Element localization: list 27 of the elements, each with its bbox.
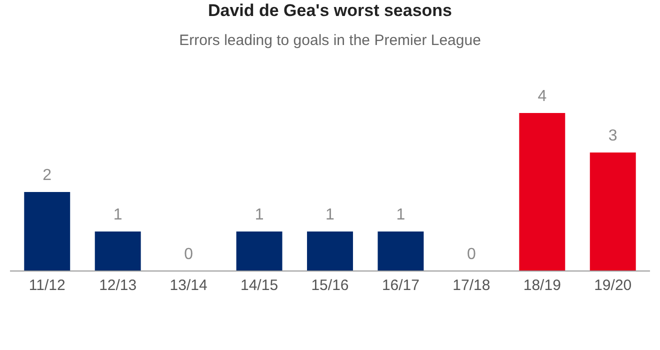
- x-tick-label: 17/18: [452, 277, 490, 294]
- x-tick-label: 11/12: [28, 277, 66, 294]
- bar: [236, 232, 282, 271]
- chart-title: David de Gea's worst seasons: [208, 1, 452, 20]
- data-label: 0: [466, 246, 476, 263]
- bar: [519, 113, 566, 271]
- bar: [378, 232, 424, 271]
- x-tick-label: 16/17: [382, 277, 420, 294]
- data-label: 1: [254, 206, 264, 224]
- bar: [590, 152, 636, 271]
- data-label: 1: [326, 206, 335, 224]
- data-label: 2: [42, 167, 52, 184]
- bar: [307, 232, 353, 271]
- data-label: 1: [396, 206, 406, 224]
- x-tick-label: 12/13: [99, 277, 137, 294]
- bar: [24, 192, 70, 271]
- x-tick-label: 13/14: [170, 277, 208, 294]
- bar: [94, 232, 141, 271]
- data-label: 1: [113, 206, 122, 224]
- chart-subtitle: Errors leading to goals in the Premier League: [179, 32, 481, 49]
- data-label: 4: [538, 88, 547, 105]
- data-label: 3: [608, 128, 618, 144]
- x-tick-label: 15/16: [311, 277, 349, 294]
- x-tick-label: 19/20: [594, 277, 632, 294]
- x-tick-label: 14/15: [240, 277, 278, 294]
- x-tick-label: 18/19: [523, 277, 561, 294]
- data-label: 0: [184, 246, 194, 263]
